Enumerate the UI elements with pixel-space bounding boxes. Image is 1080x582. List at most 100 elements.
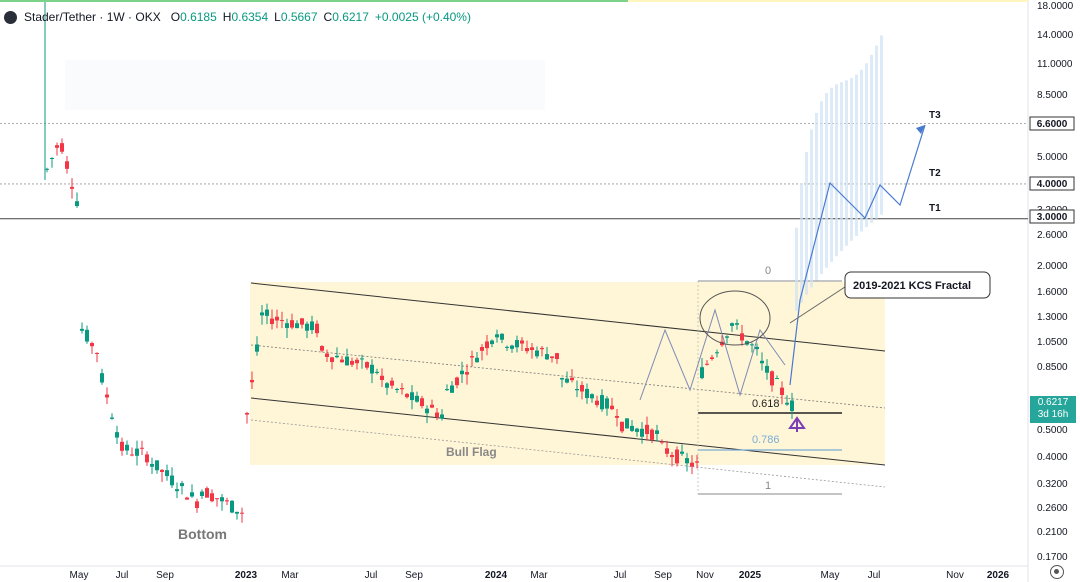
candle-body-15	[120, 441, 124, 451]
settings-gear-icon[interactable]	[1050, 565, 1064, 579]
candle-body-43	[260, 312, 264, 316]
price-tick-2: 11.0000	[1037, 59, 1073, 70]
candle-body-115	[620, 421, 624, 432]
candle-body-86	[475, 357, 479, 363]
candle-body-141	[750, 344, 754, 346]
ghost-candle-14	[865, 63, 868, 228]
candle-body-62	[355, 359, 359, 364]
candle-body-68	[385, 383, 389, 388]
ghost-candle-7	[830, 87, 833, 262]
candle-body-120	[645, 424, 649, 435]
price-tag-box-8	[1029, 209, 1075, 224]
time-label-2026: 2026	[987, 570, 1010, 581]
t1-label: T1	[929, 203, 941, 214]
open-label: O	[170, 10, 181, 24]
candle-body-42	[255, 344, 259, 352]
candle-body-104	[565, 378, 569, 383]
close-label: C	[323, 10, 333, 24]
candle-body-100	[545, 354, 549, 360]
candle-body-138	[735, 323, 739, 325]
ghost-candle-4	[815, 112, 818, 281]
time-label-nov: Nov	[946, 570, 964, 581]
price-tick-5: 5.0000	[1037, 152, 1068, 163]
time-label-may: May	[821, 570, 840, 581]
candle-body-70	[395, 389, 399, 391]
top-circle-highlight[interactable]	[699, 290, 771, 346]
projection-path[interactable]	[789, 124, 926, 386]
close-value: 0.6217	[332, 10, 369, 24]
change-value: +0.0025 (+0.40%)	[374, 10, 471, 24]
t2-label: T2	[929, 168, 941, 179]
fib-label-0: 0	[765, 265, 771, 277]
candle-body-147	[780, 387, 784, 395]
candle-body-121	[650, 429, 654, 440]
ghost-candle-8	[835, 84, 838, 257]
candle-body-111	[600, 395, 604, 410]
candle-body-47	[280, 320, 284, 322]
callout-leader	[789, 284, 849, 324]
candle-body-67	[380, 375, 384, 380]
candle-body-23	[160, 469, 164, 472]
candle-body-133	[710, 357, 714, 359]
candle-body-51	[300, 318, 304, 325]
time-label-mar: Mar	[281, 570, 299, 581]
candle-body-129	[690, 462, 694, 467]
high-label: H	[222, 10, 232, 24]
candle-body-140	[745, 341, 749, 345]
candle-body-144	[765, 365, 769, 373]
channel-lower-line[interactable]	[250, 397, 886, 466]
candle-body-74	[415, 395, 419, 402]
price-tag-3.0000: 3.0000	[1037, 212, 1068, 223]
candle-body-142	[755, 346, 759, 350]
candle-body-46	[275, 316, 279, 321]
candle-body-66	[375, 371, 379, 373]
candle-body-60	[345, 356, 349, 366]
price-tick-1: 14.0000	[1037, 30, 1074, 41]
open-value: 0.6185	[180, 10, 217, 24]
ghost-candle-15	[870, 54, 873, 223]
top-accent-yellow	[628, 0, 1028, 2]
fractal-callout-text: 2019-2021 KCS Fractal	[853, 280, 971, 292]
candle-body-53	[310, 321, 314, 331]
candle-body-33	[210, 493, 214, 502]
candle-body-49	[290, 320, 294, 328]
candle-body-56	[325, 353, 329, 357]
candle-body-85	[470, 356, 474, 358]
candle-body-102	[555, 353, 559, 360]
candle-body-145	[770, 371, 774, 386]
price-tick-10: 2.0000	[1037, 261, 1068, 272]
candle-body-16	[125, 444, 129, 451]
price-tick-3: 8.5000	[1037, 90, 1068, 101]
live-price-value: 0.6217	[1037, 397, 1069, 408]
candle-body-114	[615, 415, 619, 418]
candle-body-10	[95, 352, 99, 354]
candle-body-35	[220, 497, 224, 502]
channel-upper-line[interactable]	[250, 282, 886, 352]
candle-body-48	[285, 323, 289, 328]
candle-body-52	[305, 323, 309, 331]
candle-body-92	[505, 346, 509, 348]
candle-body-109	[590, 394, 594, 399]
candle-body-130	[695, 461, 699, 463]
price-tick-9: 2.6000	[1037, 230, 1068, 241]
candle-body-59	[340, 359, 344, 363]
candle-body-122	[655, 430, 659, 434]
symbol-title[interactable]: Stader/Tether · 1W · OKX	[24, 10, 161, 24]
candle-body-108	[585, 388, 589, 399]
time-label-jul: Jul	[614, 570, 627, 581]
price-tick-18: 0.3200	[1037, 479, 1068, 490]
fractal-callout-box[interactable]	[844, 271, 991, 299]
candle-body-117	[630, 425, 634, 431]
ghost-candle-0	[795, 227, 798, 311]
candle-body-119	[640, 428, 644, 437]
time-label-jul: Jul	[365, 570, 378, 581]
candle-body-61	[350, 360, 354, 365]
candle-body-75	[420, 398, 424, 407]
ghost-candle-16	[875, 45, 878, 219]
candle-body-107	[580, 385, 584, 392]
candle-body-1	[50, 158, 54, 160]
candle-body-126	[675, 449, 679, 464]
candle-body-39	[240, 512, 244, 514]
